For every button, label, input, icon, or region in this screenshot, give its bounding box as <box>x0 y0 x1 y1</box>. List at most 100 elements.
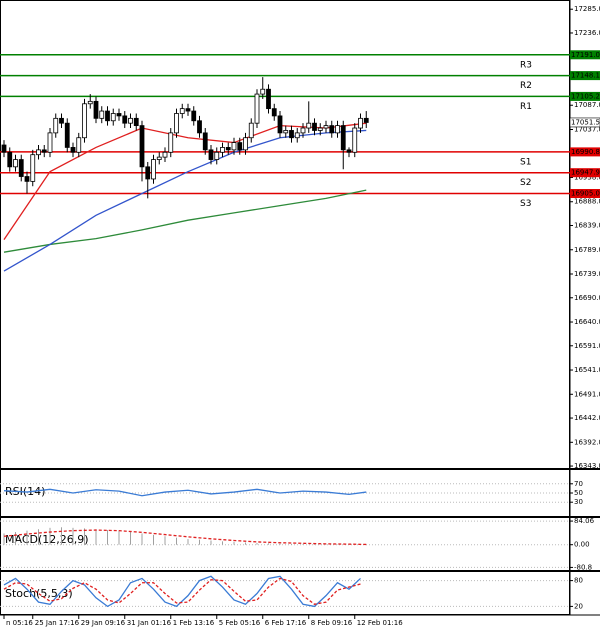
x-tick-label: 12 Feb 01:16 <box>357 619 403 627</box>
macd-bar <box>291 543 292 545</box>
candle-body <box>260 88 266 95</box>
level-tag <box>570 50 600 60</box>
level-name: S3 <box>520 199 531 209</box>
macd-bar <box>95 529 97 545</box>
macd-bar <box>245 542 246 545</box>
y-tick-label: 16888.0 <box>574 198 600 206</box>
macd-bar <box>130 532 131 545</box>
candle-body <box>323 125 329 129</box>
macd-bar <box>302 543 304 545</box>
indicator-line <box>3 529 367 546</box>
x-tick-label: 6 Feb 17:16 <box>265 619 307 627</box>
y-tick-label: 16640.0 <box>574 318 600 326</box>
y-tick-label: 16739.0 <box>574 270 600 278</box>
candle-body <box>41 149 47 153</box>
macd-bar <box>38 529 39 545</box>
candle-body <box>116 113 122 117</box>
y-tick-label: 16343.0 <box>574 462 600 470</box>
level-tag-label: 16947.9 <box>571 169 600 177</box>
macd-bar <box>26 530 28 545</box>
x-tick-label: 5 Feb 05:16 <box>219 619 261 627</box>
candle-body <box>294 132 300 139</box>
plot-frame <box>0 0 570 615</box>
candle-body <box>340 125 346 151</box>
macd-bar <box>15 532 16 545</box>
last-price-label: 17051.5 <box>571 118 600 126</box>
candle-body <box>122 115 128 124</box>
candle-body <box>271 108 277 117</box>
x-tick-label: n 05:16 <box>6 619 33 627</box>
level-tag-label: 16990.8 <box>571 148 600 156</box>
y-tick-label: 16491.0 <box>574 390 600 398</box>
candle-body <box>93 100 99 119</box>
y-tick-label: 17037.0 <box>574 125 600 133</box>
y-tick-label: 16938.0 <box>574 174 600 182</box>
macd-bar <box>141 533 143 545</box>
candle-body <box>312 122 317 131</box>
candle-body <box>300 127 306 134</box>
y-tick-label: 16789.0 <box>574 246 600 254</box>
candle-body <box>329 125 335 134</box>
macd-bar <box>3 533 5 545</box>
macd-bar <box>107 530 108 545</box>
macd-bar <box>279 543 281 545</box>
candle-body <box>18 159 24 177</box>
candle-body <box>266 88 271 110</box>
candle-body <box>162 151 168 158</box>
macd-bar <box>118 530 120 545</box>
candle-body <box>13 159 18 168</box>
level-tag-label: 17105.2 <box>571 92 600 100</box>
y-tick-label: 17087.0 <box>574 101 600 109</box>
candle-body <box>76 137 82 153</box>
macd-bar <box>164 536 166 545</box>
candle-body <box>145 166 151 180</box>
y-tick-label: 80 <box>574 577 583 585</box>
x-tick-label: 29 Jan 09:16 <box>81 619 126 627</box>
y-tick-label: 30 <box>574 498 583 506</box>
indicator-line <box>3 488 367 497</box>
indicator-line <box>3 122 367 240</box>
candle-body <box>30 154 36 182</box>
y-tick-label: 20 <box>574 602 583 610</box>
macd-bar <box>153 534 154 545</box>
level-name: S2 <box>520 178 531 188</box>
candle-body <box>197 120 202 134</box>
candle-body <box>64 122 70 148</box>
candle-body <box>237 142 243 151</box>
candle-body <box>352 127 358 153</box>
candle-body <box>128 117 133 124</box>
y-tick-label: 16690.0 <box>574 294 600 302</box>
candle-body <box>335 125 340 134</box>
candle-body <box>185 108 191 112</box>
macd-bar <box>210 540 212 545</box>
level-name: R1 <box>520 102 532 112</box>
last-price-tag <box>569 117 600 128</box>
candle-body <box>24 176 30 182</box>
candle-body <box>277 115 283 134</box>
level-tag <box>570 189 600 199</box>
candle-body <box>283 130 289 134</box>
y-tick-label: 16442.0 <box>574 414 600 422</box>
y-tick-label: 0.00 <box>574 541 590 549</box>
candle-body <box>289 130 294 139</box>
panel-title: MACD(12,26,9) <box>5 533 89 546</box>
macd-bar <box>84 528 85 545</box>
candle-body <box>248 122 254 139</box>
level-tag <box>570 71 600 81</box>
x-tick-label: 1 Feb 13:16 <box>173 619 215 627</box>
candle-body <box>306 122 312 129</box>
y-tick-label: -80.8 <box>574 563 592 571</box>
level-tag <box>570 168 600 178</box>
candle-body <box>317 127 323 131</box>
candle-body <box>358 117 363 129</box>
candle-body <box>156 156 162 160</box>
candle-body <box>220 147 225 153</box>
y-tick-label: 16839.0 <box>574 222 600 230</box>
macd-bar <box>187 539 189 545</box>
y-tick-label: 50 <box>574 489 583 497</box>
candle-body <box>47 132 53 153</box>
x-tick-label: 8 Feb 09:16 <box>311 619 353 627</box>
candle-body <box>105 110 110 122</box>
x-tick-label: 31 Jan 01:16 <box>127 619 172 627</box>
level-tag-label: 16905.0 <box>571 190 600 198</box>
